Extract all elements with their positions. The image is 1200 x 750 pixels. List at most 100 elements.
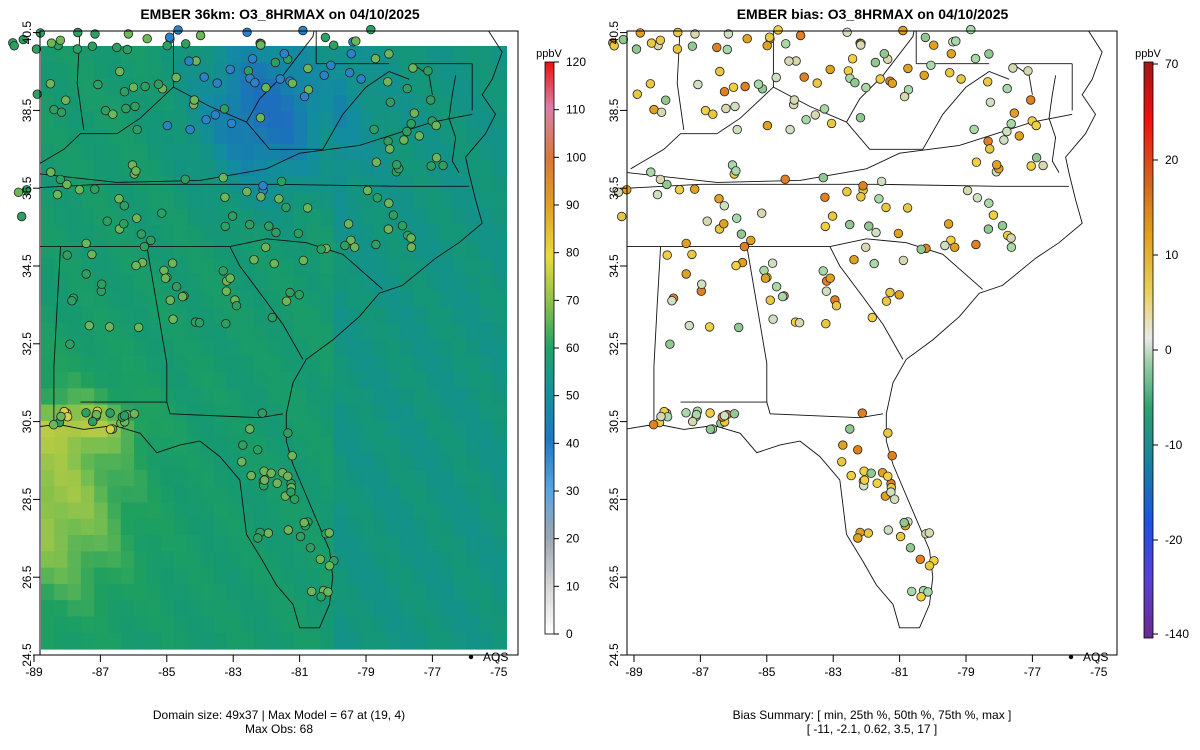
station-marker — [866, 468, 876, 478]
station-marker — [847, 54, 858, 64]
bias-map: -89 -87 -85 -83 -81 -79 -77 -7524.526.528.530.5… — [607, 21, 1189, 679]
station-marker — [1002, 126, 1012, 137]
station-marker — [825, 64, 835, 75]
station-marker — [131, 260, 141, 271]
grid-cell — [293, 274, 308, 291]
grid-cell — [200, 225, 215, 243]
boundary-line — [630, 86, 774, 170]
grid-cell — [240, 192, 255, 210]
grid-cell — [440, 127, 454, 145]
grid-cell — [333, 306, 348, 324]
station-marker — [173, 25, 183, 35]
y-tick-label: 30.5 — [607, 410, 621, 434]
station-marker — [340, 240, 350, 251]
grid-cell — [160, 518, 175, 536]
grid-cell — [174, 551, 188, 569]
grid-cell — [107, 388, 122, 406]
station-marker — [406, 118, 416, 129]
grid-cell — [174, 616, 188, 634]
grid-cell — [320, 339, 335, 357]
station-marker — [264, 221, 274, 231]
grid-cell — [267, 551, 281, 569]
grid-cell — [440, 453, 454, 471]
grid-cell — [94, 257, 108, 275]
grid-cell — [253, 62, 268, 80]
grid-cell — [466, 551, 481, 569]
grid-cell — [360, 486, 374, 503]
station-marker — [719, 201, 730, 211]
grid-cell — [67, 535, 82, 552]
station-marker — [221, 286, 232, 296]
grid-cell — [453, 192, 468, 210]
grid-cell — [346, 257, 361, 275]
grid-cell — [147, 355, 162, 373]
grid-cell — [213, 160, 228, 177]
grid-cell — [280, 225, 295, 243]
grid-cell — [174, 567, 188, 585]
grid-cell — [134, 616, 148, 634]
station-marker — [871, 227, 881, 238]
station-marker — [618, 34, 629, 45]
station-marker — [704, 322, 715, 332]
grid-cell — [386, 176, 401, 194]
grid-cell — [307, 306, 321, 324]
boundary-line — [53, 246, 62, 426]
grid-cell — [307, 94, 321, 112]
grid-cell — [41, 225, 55, 243]
grid-cell — [493, 535, 507, 552]
grid-cell — [174, 486, 188, 503]
grid-cell — [333, 355, 348, 373]
grid-cell — [373, 437, 388, 454]
colorbar — [1143, 61, 1154, 639]
grid-cell — [54, 518, 69, 536]
grid-cell — [479, 290, 494, 308]
station-marker — [889, 494, 900, 504]
grid-cell — [360, 404, 374, 422]
grid-cell — [346, 469, 361, 487]
grid-cell — [160, 94, 175, 112]
grid-cell — [373, 600, 388, 617]
grid-cell — [479, 567, 494, 585]
grid-cell — [413, 225, 428, 243]
grid-cell — [134, 339, 148, 357]
bias-station-markers — [608, 24, 1048, 602]
y-tick-label: 36.5 — [20, 176, 34, 200]
station-marker — [739, 241, 750, 252]
grid-cell — [107, 453, 122, 471]
station-marker — [872, 478, 882, 488]
grid-cell — [80, 453, 95, 471]
grid-cell — [107, 518, 122, 536]
grid-cell — [386, 241, 401, 259]
model-grid — [41, 46, 507, 650]
station-marker — [1006, 242, 1017, 252]
grid-cell — [493, 257, 507, 275]
grid-cell — [386, 372, 401, 389]
grid-cell — [174, 518, 188, 536]
grid-cell — [453, 420, 468, 438]
grid-cell — [307, 355, 321, 373]
y-tick-label: 40.5 — [607, 21, 621, 45]
grid-cell — [373, 502, 388, 520]
station-marker — [105, 408, 115, 418]
grid-cell — [346, 78, 361, 96]
grid-cell — [267, 502, 281, 520]
grid-cell — [120, 388, 135, 406]
grid-cell — [466, 388, 481, 406]
grid-cell — [213, 502, 228, 520]
grid-cell — [267, 404, 281, 422]
grid-cell — [360, 437, 374, 454]
grid-cell — [479, 192, 494, 210]
grid-cell — [360, 62, 374, 80]
station-marker — [665, 339, 675, 349]
grid-cell — [213, 583, 228, 601]
station-marker — [864, 221, 874, 231]
grid-cell — [160, 127, 175, 145]
station-marker — [84, 320, 95, 331]
station-marker — [687, 416, 698, 427]
grid-cell — [67, 94, 82, 112]
station-marker — [271, 227, 281, 238]
grid-cell — [267, 372, 281, 389]
grid-cell — [386, 632, 401, 650]
station-marker — [385, 144, 395, 154]
station-marker — [307, 586, 317, 597]
